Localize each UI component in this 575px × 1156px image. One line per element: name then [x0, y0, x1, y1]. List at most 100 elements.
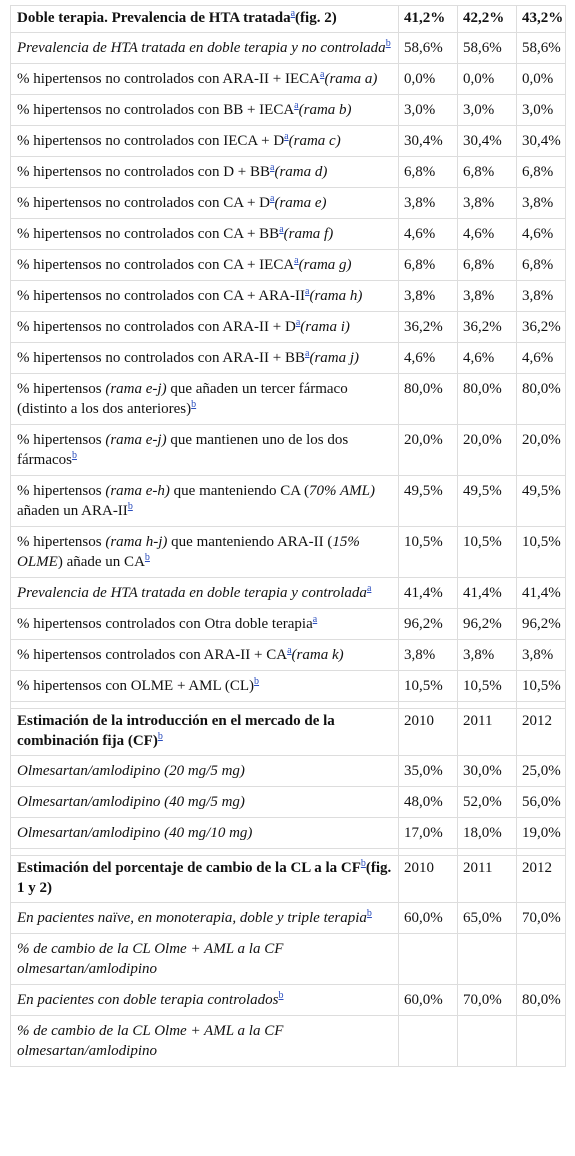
footnote-link[interactable]: a: [270, 162, 275, 173]
italic-text: (rama d): [274, 164, 328, 180]
cell-value: 3,8%: [463, 195, 495, 211]
footnote-link[interactable]: b: [254, 676, 260, 687]
footnote-ref: b: [367, 908, 372, 919]
italic-text: % de cambio de la CL Olme + AML a la CF …: [17, 1023, 284, 1059]
footnote-link[interactable]: a: [290, 8, 296, 19]
table-row: % hipertensos controlados con Otra doble…: [10, 608, 566, 640]
value-cell: 96,2%: [516, 608, 566, 640]
cell-value: 70,0%: [463, 992, 502, 1008]
cell-value: 80,0%: [463, 381, 502, 397]
table-row: Estimación del porcentaje de cambio de l…: [10, 855, 566, 903]
row-label: % hipertensos no controlados con IECA + …: [10, 125, 399, 157]
italic-text: En pacientes naïve, en monoterapia, dobl…: [17, 910, 367, 926]
cell-value: 80,0%: [522, 992, 561, 1008]
cell-value: 58,6%: [522, 40, 561, 56]
value-cell: [398, 933, 458, 985]
footnote-link[interactable]: a: [295, 317, 301, 328]
value-cell: 3,8%: [457, 187, 517, 219]
italic-text: (rama c): [288, 133, 341, 149]
cell-value: 36,2%: [463, 319, 502, 335]
cell-value: 36,2%: [522, 319, 561, 335]
footnote-link[interactable]: a: [312, 614, 318, 625]
footnote-ref: b: [158, 731, 163, 742]
cell-value: 6,8%: [463, 164, 495, 180]
footnote-link[interactable]: a: [270, 193, 275, 204]
cell-value: 4,6%: [404, 350, 436, 366]
footnote-link[interactable]: a: [366, 583, 372, 594]
footnote-link[interactable]: a: [284, 131, 289, 142]
cell-value: 3,8%: [463, 288, 495, 304]
value-cell: 2012: [516, 855, 566, 903]
value-cell: 30,4%: [457, 125, 517, 157]
cell-value: 30,4%: [404, 133, 443, 149]
footnote-link[interactable]: a: [305, 348, 310, 359]
table-row: Prevalencia de HTA tratada en doble tera…: [10, 32, 566, 64]
footnote-link[interactable]: b: [191, 399, 197, 410]
value-cell: 4,6%: [516, 218, 566, 250]
table-row: % hipertensos (rama e-j) que mantienen u…: [10, 424, 566, 476]
row-label: % hipertensos no controlados con ARA-II …: [10, 311, 399, 343]
row-label: % hipertensos controlados con ARA-II + C…: [10, 639, 399, 671]
table-row: % hipertensos no controlados con ARA-II …: [10, 342, 566, 374]
table-row: % hipertensos no controlados con CA + AR…: [10, 280, 566, 312]
bold-text: Estimación del porcentaje de cambio de l…: [17, 860, 361, 876]
value-cell: 58,6%: [398, 32, 458, 64]
value-cell: 10,5%: [457, 526, 517, 578]
cell-value: 18,0%: [463, 825, 502, 841]
bold-text: Estimación de la introducción en el merc…: [17, 713, 335, 749]
value-cell: 80,0%: [516, 984, 566, 1016]
value-cell: 42,2%: [457, 5, 517, 33]
footnote-link[interactable]: a: [279, 224, 284, 235]
footnote-link[interactable]: a: [305, 286, 310, 297]
italic-text: 15% OLME: [17, 534, 360, 570]
footnote-link[interactable]: a: [294, 100, 299, 111]
footnote-link[interactable]: b: [385, 38, 391, 49]
footnote-ref: a: [294, 100, 298, 111]
label-text: que añaden un tercer fármaco (distinto a…: [17, 381, 348, 417]
value-cell: 3,8%: [457, 280, 517, 312]
footnote-link[interactable]: b: [127, 501, 133, 512]
value-cell: [398, 848, 458, 856]
footnote-ref: b: [254, 676, 259, 687]
value-cell: 80,0%: [398, 373, 458, 425]
value-cell: 2011: [457, 855, 517, 903]
table-row: % hipertensos no controlados con ARA-II …: [10, 311, 566, 343]
cell-value: 49,5%: [522, 483, 561, 499]
italic-text: (rama h): [309, 288, 363, 304]
label-text: % hipertensos controlados con ARA-II + C…: [17, 647, 288, 663]
cell-value: 60,0%: [404, 992, 443, 1008]
footnote-link[interactable]: a: [294, 255, 299, 266]
value-cell: 2010: [398, 708, 458, 756]
cell-value: 2011: [463, 713, 493, 729]
value-cell: 30,0%: [457, 755, 517, 787]
row-label: % hipertensos no controlados con ARA-II …: [10, 342, 399, 374]
table-row: Doble terapia. Prevalencia de HTA tratad…: [10, 5, 566, 33]
row-label: En pacientes con doble terapia controlad…: [10, 984, 399, 1016]
value-cell: 36,2%: [516, 311, 566, 343]
cell-value: 2010: [404, 713, 434, 729]
cell-value: 49,5%: [463, 483, 502, 499]
cell-value: 10,5%: [404, 534, 443, 550]
footnote-link[interactable]: b: [157, 731, 163, 742]
footnote-link[interactable]: b: [366, 908, 372, 919]
italic-text: Olmesartan/amlodipino (20 mg/5 mg): [17, 763, 245, 779]
footnote-link[interactable]: b: [144, 552, 150, 563]
value-cell: 80,0%: [457, 373, 517, 425]
cell-value: 2012: [522, 860, 552, 876]
cell-value: 96,2%: [404, 616, 443, 632]
value-cell: 49,5%: [398, 475, 458, 527]
cell-value: 30,0%: [463, 763, 502, 779]
footnote-link[interactable]: b: [360, 858, 366, 869]
value-cell: 36,2%: [457, 311, 517, 343]
footnote-link[interactable]: b: [278, 990, 284, 1001]
value-cell: 2010: [398, 855, 458, 903]
bold-text: Doble terapia. Prevalencia de HTA tratad…: [17, 10, 291, 26]
value-cell: 96,2%: [457, 608, 517, 640]
footnote-link[interactable]: a: [320, 69, 325, 80]
footnote-link[interactable]: b: [71, 450, 77, 461]
label-text: % hipertensos no controlados con D + BB: [17, 164, 271, 180]
row-label: En pacientes naïve, en monoterapia, dobl…: [10, 902, 399, 934]
value-cell: 4,6%: [457, 218, 517, 250]
footnote-link[interactable]: a: [287, 645, 292, 656]
row-label: [10, 848, 399, 856]
